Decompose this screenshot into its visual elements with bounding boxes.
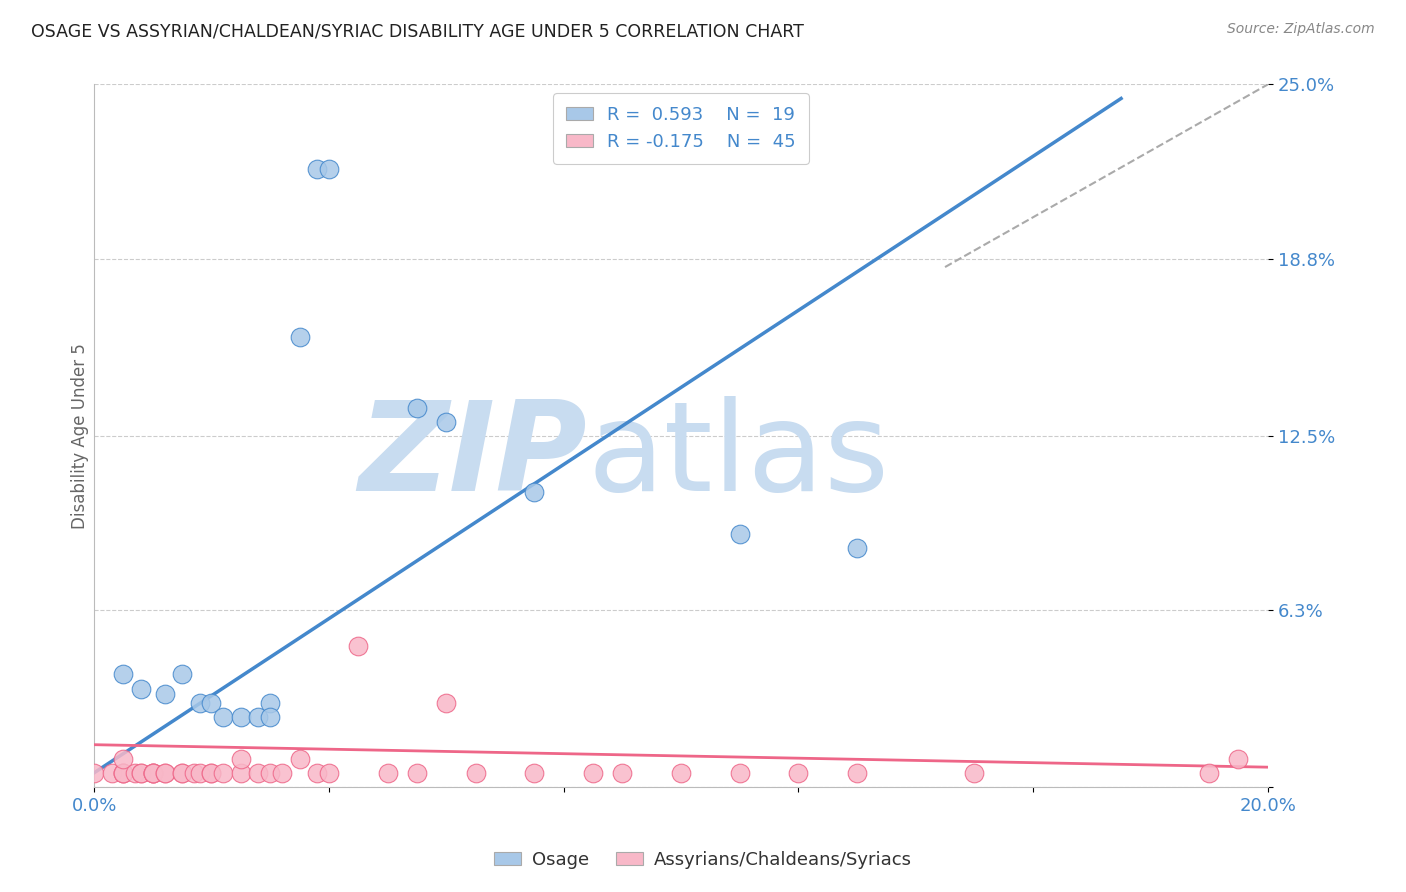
Point: [728, 527, 751, 541]
Point: [112, 765, 135, 780]
Text: ZIP: ZIP: [359, 396, 588, 517]
Point: [188, 765, 211, 780]
Point: [142, 765, 165, 780]
Legend: Osage, Assyrians/Chaldeans/Syriacs: Osage, Assyrians/Chaldeans/Syriacs: [486, 844, 920, 876]
Point: [112, 765, 135, 780]
Point: [288, 752, 311, 766]
Point: [582, 765, 605, 780]
Text: Source: ZipAtlas.com: Source: ZipAtlas.com: [1227, 22, 1375, 37]
Point: [200, 765, 222, 780]
Point: [153, 687, 176, 701]
Point: [271, 765, 294, 780]
Point: [846, 541, 869, 555]
Point: [142, 765, 165, 780]
Point: [406, 765, 429, 780]
Point: [129, 765, 152, 780]
Point: [124, 765, 146, 780]
Point: [172, 667, 194, 681]
Point: [129, 765, 152, 780]
Point: [464, 765, 486, 780]
Point: [406, 401, 429, 415]
Point: [112, 765, 135, 780]
Point: [112, 752, 135, 766]
Point: [612, 765, 634, 780]
Point: [183, 765, 205, 780]
Point: [229, 709, 252, 723]
Point: [142, 765, 165, 780]
Point: [229, 752, 252, 766]
Point: [377, 765, 399, 780]
Point: [347, 640, 370, 654]
Point: [307, 765, 329, 780]
Point: [307, 161, 329, 176]
Point: [523, 765, 546, 780]
Legend: R =  0.593    N =  19, R = -0.175    N =  45: R = 0.593 N = 19, R = -0.175 N = 45: [553, 94, 808, 164]
Point: [100, 765, 122, 780]
Point: [83, 765, 105, 780]
Point: [129, 681, 152, 696]
Point: [212, 709, 235, 723]
Text: OSAGE VS ASSYRIAN/CHALDEAN/SYRIAC DISABILITY AGE UNDER 5 CORRELATION CHART: OSAGE VS ASSYRIAN/CHALDEAN/SYRIAC DISABI…: [31, 22, 804, 40]
Point: [200, 696, 222, 710]
Point: [259, 709, 281, 723]
Point: [142, 765, 165, 780]
Point: [112, 667, 135, 681]
Point: [1198, 765, 1220, 780]
Point: [434, 415, 457, 429]
Point: [669, 765, 692, 780]
Point: [172, 765, 194, 780]
Point: [434, 696, 457, 710]
Point: [318, 161, 340, 176]
Point: [963, 765, 986, 780]
Point: [318, 765, 340, 780]
Point: [523, 484, 546, 499]
Point: [1227, 752, 1250, 766]
Point: [229, 765, 252, 780]
Text: atlas: atlas: [588, 396, 889, 517]
Point: [288, 330, 311, 344]
Point: [728, 765, 751, 780]
Point: [259, 696, 281, 710]
Point: [172, 765, 194, 780]
Point: [259, 765, 281, 780]
Point: [247, 709, 270, 723]
Point: [200, 765, 222, 780]
Point: [153, 765, 176, 780]
Point: [787, 765, 810, 780]
Y-axis label: Disability Age Under 5: Disability Age Under 5: [72, 343, 89, 529]
Point: [153, 765, 176, 780]
Point: [846, 765, 869, 780]
Point: [247, 765, 270, 780]
Point: [188, 696, 211, 710]
Point: [212, 765, 235, 780]
